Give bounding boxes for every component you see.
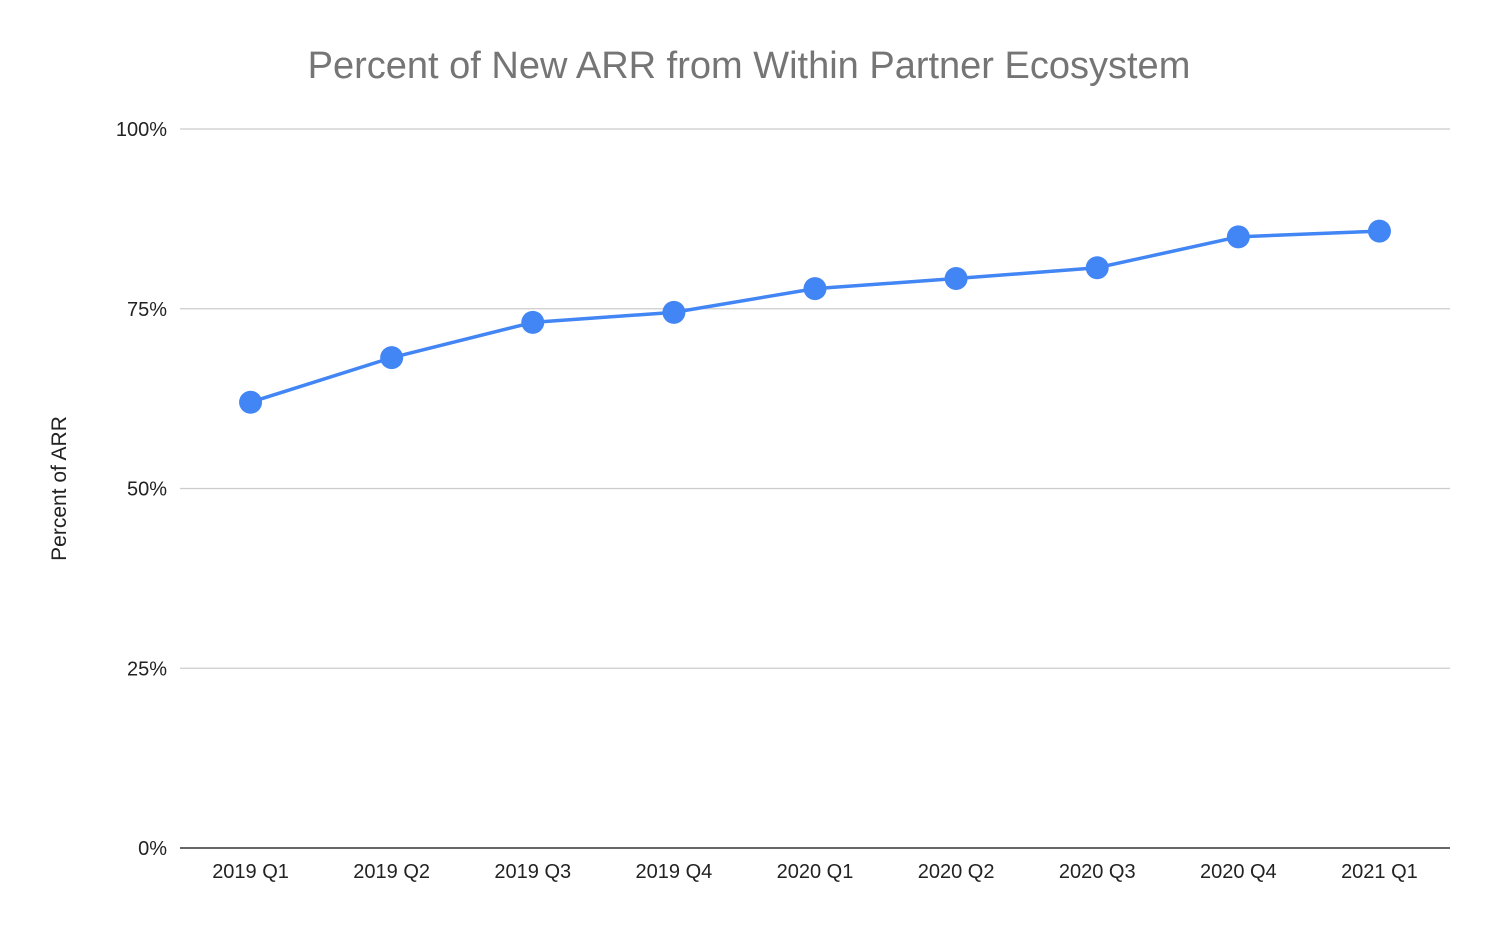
x-tick-label: 2020 Q2 xyxy=(918,861,995,883)
x-tick-label: 2020 Q3 xyxy=(1059,861,1136,883)
x-tick-label: 2019 Q2 xyxy=(353,861,430,883)
x-tick-label: 2019 Q1 xyxy=(212,861,289,883)
y-tick-label: 0% xyxy=(138,838,167,860)
y-tick-label: 50% xyxy=(127,479,167,501)
x-tick-label: 2019 Q4 xyxy=(636,861,713,883)
x-tick-label: 2020 Q1 xyxy=(777,861,854,883)
data-point[interactable] xyxy=(944,267,968,291)
series-line xyxy=(248,229,1382,404)
data-point[interactable] xyxy=(803,277,827,301)
x-axis-ticks: 2019 Q1 2019 Q2 2019 Q3 2019 Q4 2020 Q1 2020 … xyxy=(212,861,1418,883)
data-point[interactable] xyxy=(1367,219,1391,243)
x-tick-label: 2021 Q1 xyxy=(1341,861,1418,883)
data-point[interactable] xyxy=(662,300,686,324)
y-tick-label: 100% xyxy=(116,119,167,141)
data-point[interactable] xyxy=(1085,256,1109,280)
series-layer xyxy=(239,219,1391,414)
data-point[interactable] xyxy=(380,346,404,370)
data-point[interactable] xyxy=(1226,225,1250,249)
data-point[interactable] xyxy=(521,310,545,334)
chart-title: Percent of New ARR from Within Partner E… xyxy=(308,45,1191,87)
y-axis-ticks: 0% 25% 50% 75% 100% xyxy=(116,119,167,860)
gridlines xyxy=(180,128,1450,849)
x-tick-label: 2019 Q3 xyxy=(494,861,571,883)
y-tick-label: 25% xyxy=(127,658,167,680)
y-axis-title: Percent of ARR xyxy=(48,416,71,561)
y-tick-label: 75% xyxy=(127,299,167,321)
data-point[interactable] xyxy=(239,390,263,414)
x-tick-label: 2020 Q4 xyxy=(1200,861,1277,883)
